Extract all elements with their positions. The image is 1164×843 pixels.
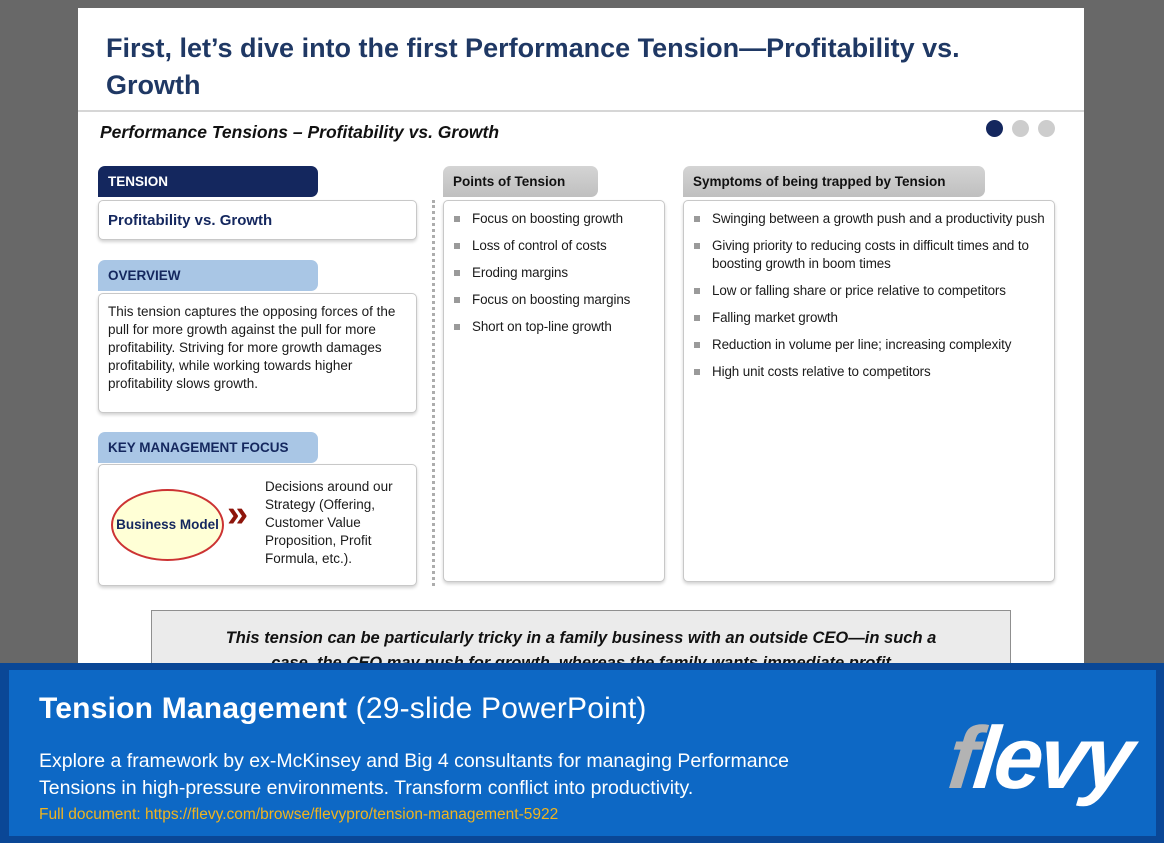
slide-count: (29-slide PowerPoint): [347, 692, 647, 725]
list-item: Giving priority to reducing costs in dif…: [692, 237, 1050, 273]
title-divider: [78, 110, 1084, 112]
list-item: Focus on boosting margins: [452, 291, 660, 309]
tension-name: Profitability vs. Growth: [108, 212, 273, 229]
list-item-text: Eroding margins: [472, 265, 569, 280]
pagination-dot-active: [986, 120, 1003, 137]
list-item: Focus on boosting growth: [452, 210, 660, 228]
list-item: Short on top-line growth: [452, 318, 660, 336]
pagination-dots: [986, 120, 1055, 137]
bullet-square-icon: [694, 369, 700, 375]
symptoms-header: Symptoms of being trapped by Tension: [683, 166, 985, 197]
slide-title-line1: First, let’s dive into the first Perform…: [106, 33, 960, 63]
bullet-square-icon: [694, 315, 700, 321]
overview-header: OVERVIEW: [98, 260, 318, 291]
tension-name-box: Profitability vs. Growth: [98, 200, 417, 240]
business-model-label: Business Model: [116, 517, 219, 532]
flevy-logo-rest: levy: [969, 708, 1136, 807]
overview-box: This tension captures the opposing force…: [98, 293, 417, 413]
list-item-text: Short on top-line growth: [472, 319, 612, 334]
list-item: Falling market growth: [692, 309, 1050, 327]
key-management-focus-header: KEY MANAGEMENT FOCUS: [98, 432, 318, 463]
bullet-square-icon: [454, 216, 460, 222]
list-item: Low or falling share or price relative t…: [692, 282, 1050, 300]
list-item-text: Focus on boosting growth: [472, 211, 623, 226]
slide-title: First, let’s dive into the first Perform…: [106, 30, 1006, 104]
key-management-focus-box: Business Model » Decisions around our St…: [98, 464, 417, 586]
promo-banner: Tension Management (29-slide PowerPoint)…: [0, 663, 1164, 843]
bullet-square-icon: [454, 243, 460, 249]
list-item-text: Focus on boosting margins: [472, 292, 631, 307]
key-management-focus-description: Decisions around our Strategy (Offering,…: [265, 479, 393, 566]
chevron-double-right-icon: »: [227, 493, 249, 535]
slide-title-line2: Growth: [106, 70, 201, 100]
banner-title: Tension Management (29-slide PowerPoint): [39, 692, 647, 726]
bullet-square-icon: [454, 324, 460, 330]
note-line1: This tension can be particularly tricky …: [225, 629, 937, 647]
business-model-ellipse: Business Model: [111, 489, 224, 561]
points-of-tension-list: Focus on boosting growth Loss of control…: [444, 201, 664, 336]
banner-description-line1: Explore a framework by ex-McKinsey and B…: [39, 750, 790, 772]
pagination-dot: [1012, 120, 1029, 137]
list-item: Reduction in volume per line; increasing…: [692, 336, 1050, 354]
bullet-square-icon: [694, 342, 700, 348]
banner-description: Explore a framework by ex-McKinsey and B…: [39, 748, 789, 802]
full-document-link[interactable]: Full document: https://flevy.com/browse/…: [39, 806, 559, 823]
bullet-square-icon: [454, 297, 460, 303]
symptoms-list: Swinging between a growth push and a pro…: [684, 201, 1054, 381]
list-item-text: Swinging between a growth push and a pro…: [712, 211, 1045, 226]
promo-banner-inner: Tension Management (29-slide PowerPoint)…: [9, 670, 1156, 836]
bullet-square-icon: [694, 216, 700, 222]
banner-description-line2: Tensions in high-pressure environments. …: [39, 777, 694, 799]
list-item-text: High unit costs relative to competitors: [712, 364, 931, 379]
slide-card: First, let’s dive into the first Perform…: [78, 8, 1084, 708]
points-of-tension-header: Points of Tension: [443, 166, 598, 197]
overview-text: This tension captures the opposing force…: [108, 304, 396, 391]
pagination-dot: [1038, 120, 1055, 137]
list-item: Swinging between a growth push and a pro…: [692, 210, 1050, 228]
list-item-text: Low or falling share or price relative t…: [712, 283, 1006, 298]
list-item: Loss of control of costs: [452, 237, 660, 255]
list-item-text: Reduction in volume per line; increasing…: [712, 337, 1012, 352]
list-item-text: Falling market growth: [712, 310, 838, 325]
flevy-logo[interactable]: flevy: [944, 708, 1135, 807]
points-of-tension-box: Focus on boosting growth Loss of control…: [443, 200, 665, 582]
slide-subtitle: Performance Tensions – Profitability vs.…: [100, 122, 500, 142]
tension-header: TENSION: [98, 166, 318, 197]
list-item: High unit costs relative to competitors: [692, 363, 1050, 381]
symptoms-box: Swinging between a growth push and a pro…: [683, 200, 1055, 582]
document-title: Tension Management: [39, 692, 348, 725]
list-item-text: Loss of control of costs: [472, 238, 607, 253]
bullet-square-icon: [454, 270, 460, 276]
column-dotted-divider: [432, 200, 435, 586]
bullet-square-icon: [694, 288, 700, 294]
list-item-text: Giving priority to reducing costs in dif…: [712, 238, 1029, 271]
bullet-square-icon: [694, 243, 700, 249]
list-item: Eroding margins: [452, 264, 660, 282]
